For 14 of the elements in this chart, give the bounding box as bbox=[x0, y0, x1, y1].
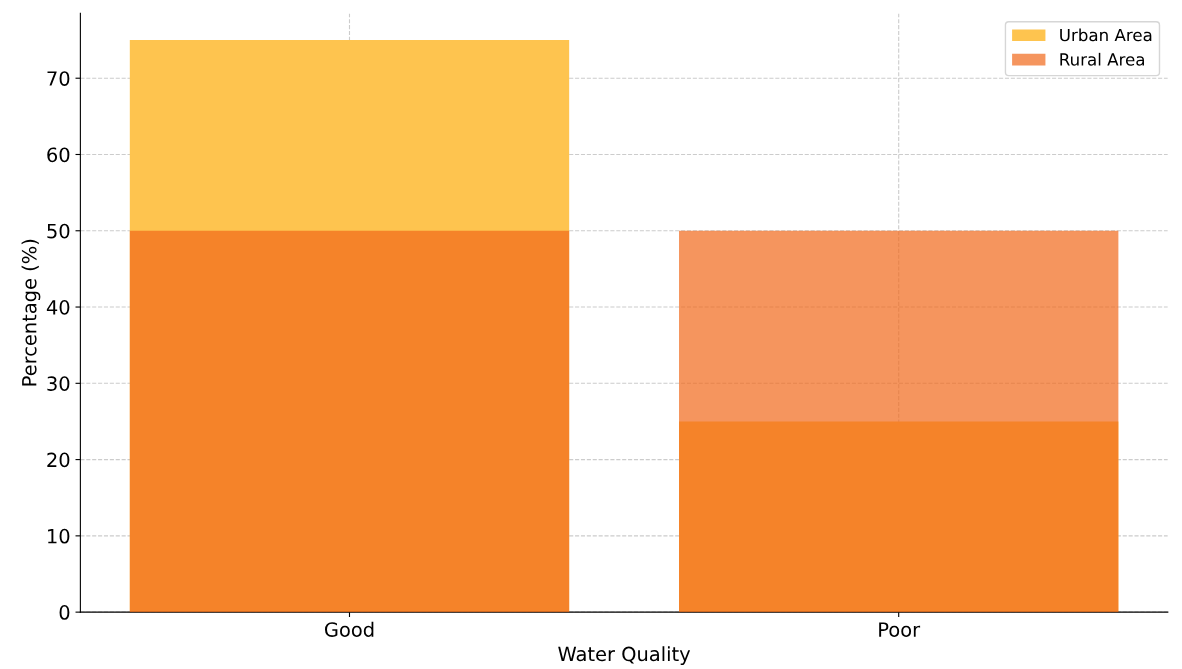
legend-label: Urban Area bbox=[1060, 28, 1152, 42]
y-tick-label: 10 bbox=[48, 528, 70, 544]
x-axis-title: Water Quality bbox=[558, 646, 691, 666]
y-tick-label: 30 bbox=[47, 376, 70, 391]
y-tick-label: 50 bbox=[47, 223, 70, 239]
x-tick-label: Good bbox=[324, 621, 374, 637]
y-tick-label: 70 bbox=[47, 71, 70, 86]
y-tick-label: 60 bbox=[47, 147, 70, 163]
x-tick-label: Poor bbox=[879, 622, 921, 637]
y-tick-label: 20 bbox=[47, 452, 70, 468]
legend-label: Rural Area bbox=[1060, 52, 1144, 66]
y-axis-title: Percentage (%) bbox=[21, 239, 41, 386]
y-tick-label: 40 bbox=[46, 299, 70, 315]
y-tick-label: 0 bbox=[59, 605, 70, 620]
